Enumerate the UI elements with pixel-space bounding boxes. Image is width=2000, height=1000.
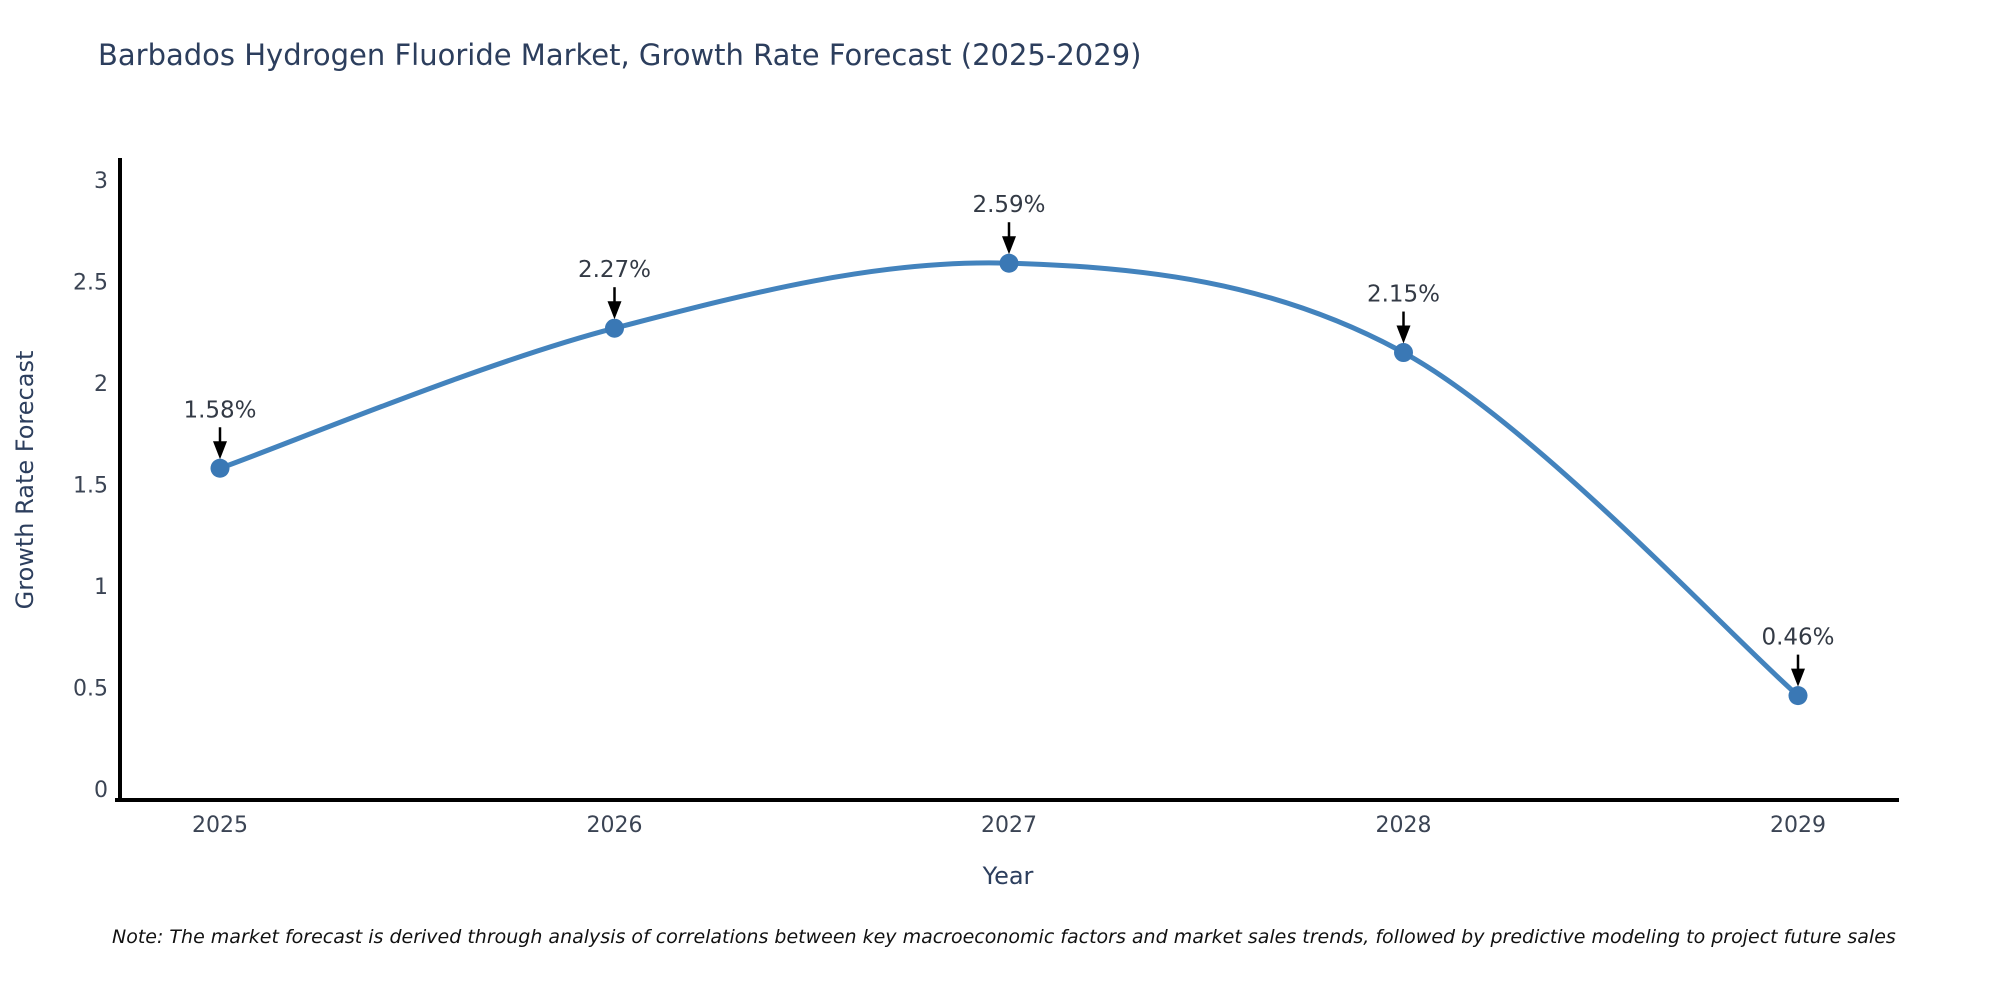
y-tick-label: 2.5	[73, 271, 108, 296]
y-tick-label: 0.5	[73, 677, 108, 702]
y-tick-label: 1	[94, 575, 108, 600]
point-value-label: 2.15%	[1367, 282, 1440, 308]
data-point-marker	[210, 458, 230, 478]
point-value-label: 1.58%	[183, 397, 256, 423]
data-point-marker	[1788, 686, 1808, 706]
footnote: Note: The market forecast is derived thr…	[112, 926, 1896, 948]
x-tick-label: 2028	[1376, 813, 1432, 838]
x-axis-title: Year	[982, 862, 1034, 890]
data-point-marker	[1394, 343, 1413, 363]
y-tick-label: 1.5	[73, 474, 108, 499]
point-value-label: 0.46%	[1761, 625, 1834, 651]
chart-title: Barbados Hydrogen Fluoride Market, Growt…	[98, 38, 1142, 72]
growth-rate-line	[217, 260, 1801, 699]
point-value-label: 2.27%	[578, 257, 651, 283]
y-tick-label: 2	[94, 372, 108, 397]
y-tick-label: 3	[94, 169, 108, 194]
annotation-arrow-head	[1002, 236, 1016, 255]
annotation-arrow-head	[213, 441, 227, 460]
x-tick-label: 2029	[1770, 813, 1826, 838]
x-tick-label: 2026	[587, 813, 643, 838]
annotation-arrow-head	[1396, 325, 1411, 344]
annotation-arrow-head	[1791, 668, 1805, 687]
x-tick-label: 2025	[192, 813, 248, 838]
point-value-label: 2.59%	[972, 192, 1045, 218]
x-tick-label: 2027	[981, 813, 1037, 838]
data-point-marker	[605, 318, 624, 338]
y-tick-label: 0	[94, 778, 108, 803]
data-point-marker	[999, 253, 1019, 273]
annotation-arrow-head	[607, 301, 622, 320]
y-axis-title: Growth Rate Forecast	[11, 350, 39, 610]
